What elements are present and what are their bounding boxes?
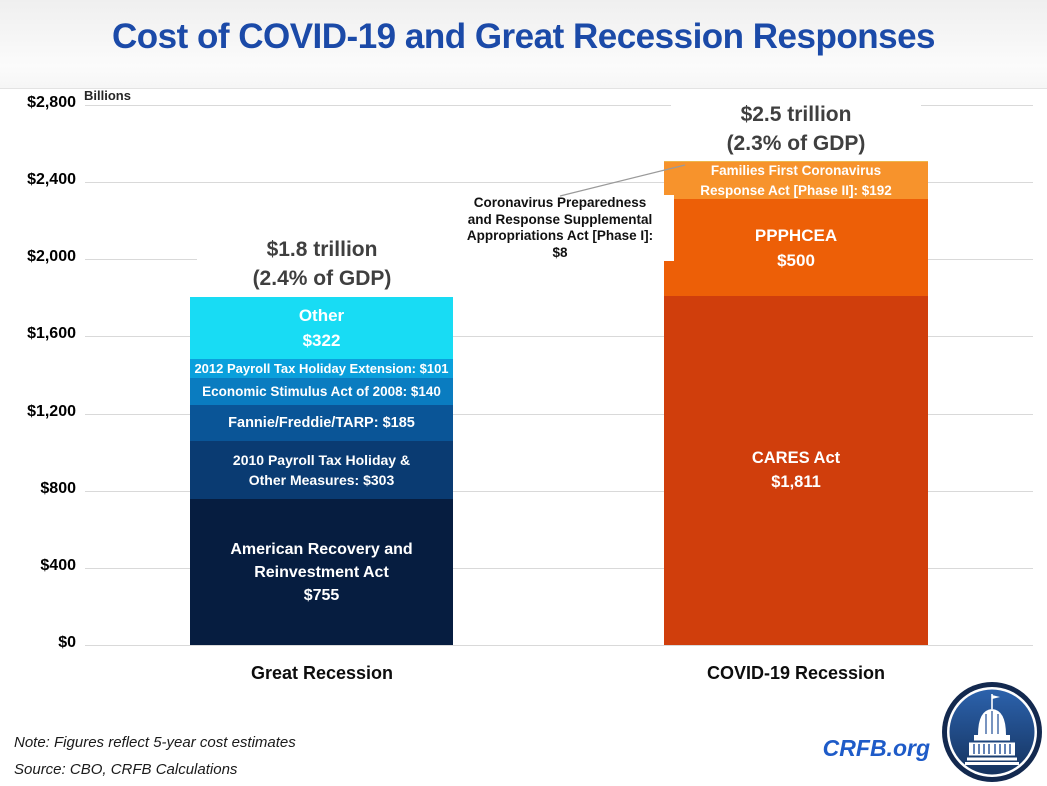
brand-link[interactable]: CRFB.org	[822, 735, 930, 761]
y-tick-label: $400	[40, 556, 76, 574]
x-category-covid-recession: COVID-19 Recession	[706, 663, 886, 683]
gridline	[85, 490, 1033, 492]
annotation-line: and Response Supplemental	[467, 211, 653, 227]
bar-segment: Families First Coronavirus Response Act […	[664, 162, 928, 200]
segment-label: Fannie/Freddie/TARP: $185	[228, 414, 415, 431]
note-text: Note: Figures reflect 5-year cost estima…	[14, 734, 296, 751]
segment-label: Other $322	[298, 305, 345, 350]
annotation-line: Coronavirus Preparedness	[473, 195, 647, 210]
capitol-icon	[965, 694, 1019, 765]
y-tick-label: $2,800	[27, 94, 76, 111]
annotation-leader-line	[559, 164, 686, 197]
annotation-line: $8	[552, 244, 568, 260]
segment-label: 2010 Payroll Tax Holiday & Other Measures…	[232, 452, 411, 489]
chart-title: Cost of COVID-19 and Great Recession Res…	[111, 17, 936, 56]
y-axis-unit-label: Billions	[84, 88, 131, 103]
gridline	[85, 105, 1033, 106]
bar-segment: 2012 Payroll Tax Holiday Extension: $101	[190, 358, 453, 379]
total-amount: $2.5 trillion	[740, 103, 852, 126]
source-text: Source: CBO, CRFB Calculations	[14, 761, 238, 778]
segment-label: Economic Stimulus Act of 2008: $140	[202, 383, 441, 399]
annotation-line: Appropriations Act [Phase I]:	[466, 228, 654, 243]
bar-great-recession: American Recovery and Reinvestment Act $75…	[190, 296, 453, 645]
gridline	[85, 567, 1033, 569]
segment-label: 2012 Payroll Tax Holiday Extension: $101	[194, 361, 449, 377]
bar-segment: 2010 Payroll Tax Holiday & Other Measures…	[190, 440, 453, 500]
gridline	[85, 182, 1033, 184]
total-label-covid-recession: $2.5 trillion (2.3% of GDP)	[671, 100, 921, 158]
bar-segment: Other $322	[190, 296, 453, 359]
segment-label: Families First Coronavirus Response Act […	[700, 162, 892, 198]
y-tick-label: $1,600	[27, 325, 76, 343]
annotation-phase1: Coronavirus Preparedness and Response Su…	[446, 195, 674, 261]
total-amount: $1.8 trillion	[266, 238, 378, 261]
bar-segment: Economic Stimulus Act of 2008: $140	[190, 378, 453, 406]
x-category-great-recession: Great Recession	[250, 663, 394, 683]
bar-segment	[664, 160, 928, 163]
segment-label: CARES Act $1,811	[751, 449, 841, 492]
total-label-great-recession: $1.8 trillion (2.4% of GDP)	[197, 235, 447, 293]
y-tick-label: $2,000	[27, 248, 76, 266]
segment-label: PPPHCEA $500	[754, 225, 838, 270]
crfb-capitol-logo-icon	[942, 682, 1042, 782]
segment-label: American Recovery and Reinvestment Act $75…	[230, 540, 413, 604]
gridline	[85, 645, 1033, 646]
total-gdp-share: (2.3% of GDP)	[726, 132, 866, 155]
y-tick-label: $1,200	[27, 402, 76, 420]
bar-covid-19-recession: CARES Act $1,811 PPPHCEA $500 Families First…	[664, 160, 928, 645]
y-tick-label: $800	[40, 479, 76, 497]
y-tick-label: $0	[58, 634, 76, 651]
bar-segment: American Recovery and Reinvestment Act $75…	[190, 499, 453, 645]
bar-segment: Fannie/Freddie/TARP: $185	[190, 405, 453, 441]
gridline	[85, 336, 1033, 338]
y-tick-label: $2,400	[27, 171, 76, 189]
bar-segment: PPPHCEA $500	[664, 199, 928, 296]
total-gdp-share: (2.4% of GDP)	[252, 267, 392, 290]
bar-segment: CARES Act $1,811	[664, 295, 928, 645]
gridline	[85, 413, 1033, 415]
title-band	[0, 0, 1047, 89]
